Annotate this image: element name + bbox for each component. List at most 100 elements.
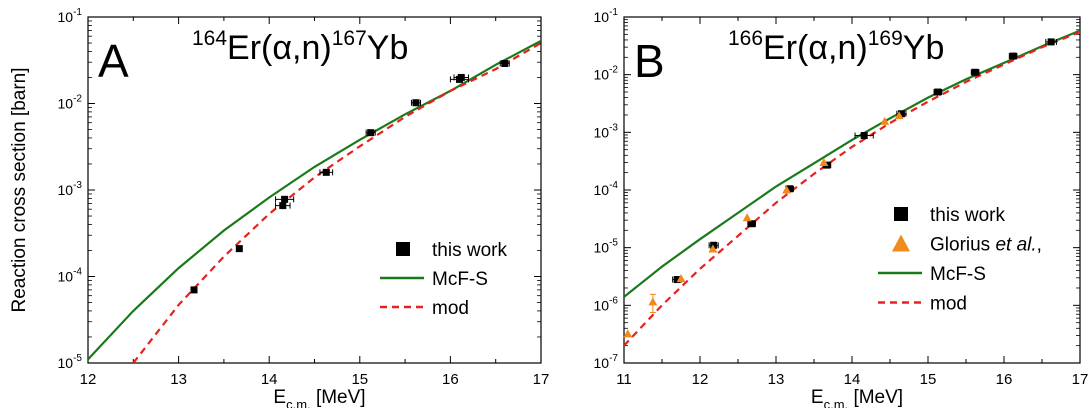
reaction-projectile: α: [808, 29, 828, 67]
y-tick-base: 10: [58, 96, 74, 112]
data-point-glorius-et-al: [782, 185, 792, 194]
data-point-this-work: [281, 195, 289, 203]
y-tick-exponent: -4: [609, 180, 618, 191]
y-tick-exponent: -3: [609, 122, 618, 133]
data-point-this-work: [897, 110, 905, 118]
y-tick-label: 10-7: [594, 353, 619, 371]
data-point-this-work: [673, 276, 681, 284]
legend-label: this work: [930, 205, 1005, 226]
data-point-this-work: [501, 60, 509, 68]
data-point-glorius-et-al: [623, 329, 633, 338]
x-axis-title-subscript: c.m.: [286, 397, 311, 408]
y-tick-label: 10-5: [58, 353, 83, 371]
data-point-this-work: [786, 185, 794, 193]
y-tick-label: 10-2: [58, 94, 83, 112]
y-tick-base: 10: [594, 124, 610, 140]
x-tick-label: 15: [351, 371, 368, 388]
x-axis-title-subscript: c.m.: [824, 397, 849, 408]
x-tick-label: 16: [442, 371, 459, 388]
x-axis-title-unit: [MeV]: [311, 387, 366, 408]
x-tick-label: 17: [533, 371, 550, 388]
x-axis-title: Ec.m. [MeV]: [811, 387, 903, 408]
panel-letter: B: [634, 35, 665, 87]
data-point-glorius-et-al: [894, 111, 904, 120]
data-point-this-work: [190, 286, 198, 294]
data-point-this-work: [457, 73, 465, 81]
reaction-title: 166Er(α,n)169Yb: [728, 27, 944, 67]
y-tick-exponent: -5: [609, 238, 618, 249]
y-tick-exponent: -3: [73, 180, 82, 191]
y-tick-base: 10: [58, 182, 74, 198]
legend-label: Glorius et al.,: [930, 235, 1042, 256]
data-point-this-work: [322, 168, 330, 176]
data-point-this-work: [279, 202, 287, 210]
y-tick-exponent: -5: [73, 353, 82, 364]
y-tick-base: 10: [594, 240, 610, 256]
y-tick-exponent: -2: [609, 65, 618, 76]
data-point-this-work: [235, 245, 243, 253]
data-point-this-work: [934, 88, 942, 96]
legend-label: McF-S: [432, 269, 488, 290]
plot-frame: [87, 16, 542, 364]
y-tick-exponent: -4: [73, 267, 82, 278]
y-tick-base: 10: [594, 67, 610, 83]
panel-letter: A: [98, 35, 129, 87]
y-tick-base: 10: [594, 9, 610, 25]
reaction-projectile: α: [272, 29, 292, 67]
reaction-product-mass: 167: [332, 27, 367, 50]
data-point-this-work: [367, 129, 375, 137]
data-point-this-work: [971, 68, 979, 76]
reaction-ejectile: ,n): [292, 29, 332, 67]
y-axis-title: Reaction cross section [barn]: [9, 67, 30, 312]
legend-label-author: Glorius: [930, 235, 995, 256]
reaction-product: Yb: [367, 29, 409, 67]
data-point-this-work: [860, 132, 868, 140]
data-point-this-work: [412, 99, 420, 107]
reaction-product: Yb: [903, 29, 945, 67]
x-tick-label: 13: [768, 371, 785, 388]
x-tick-label: 12: [80, 371, 97, 388]
y-tick-label: 10-2: [594, 65, 619, 83]
y-tick-label: 10-1: [594, 7, 619, 25]
data-point-glorius-et-al: [648, 297, 658, 306]
legend-label-trail: ,: [1037, 235, 1042, 256]
y-tick-base: 10: [58, 9, 74, 25]
legend: this work Glorius et al., McF-S mod: [878, 205, 1042, 315]
legend-marker-square: [894, 207, 908, 221]
y-tick-label: 10-4: [58, 267, 83, 285]
data-point-this-work: [1009, 52, 1017, 60]
reaction-target: Er(: [763, 29, 809, 67]
y-tick-exponent: -6: [609, 295, 618, 306]
y-tick-label: 10-1: [58, 7, 83, 25]
x-tick-label: 11: [616, 371, 632, 388]
x-axis-title-unit: [MeV]: [848, 387, 903, 408]
x-axis-title-main: E: [811, 387, 824, 408]
reaction-ejectile: ,n): [828, 29, 868, 67]
legend-label-italic: et al.: [995, 235, 1036, 256]
y-tick-exponent: -2: [73, 94, 82, 105]
reaction-product-mass: 169: [868, 27, 903, 50]
y-tick-label: 10-3: [594, 122, 619, 140]
data-point-glorius-et-al: [676, 274, 686, 283]
legend-marker-triangle: [892, 234, 910, 252]
data-point-glorius-et-al: [880, 116, 890, 125]
y-tick-label: 10-6: [594, 295, 619, 313]
x-tick-label: 14: [844, 371, 861, 388]
x-tick-label: 14: [261, 371, 278, 388]
legend-marker-square: [396, 242, 410, 256]
y-tick-label: 10-4: [594, 180, 619, 198]
x-tick-label: 17: [1072, 371, 1089, 388]
series-line-mod: [624, 30, 1080, 347]
y-tick-exponent: -1: [73, 7, 82, 18]
plot-frame: [623, 16, 1081, 364]
legend: this work McF-S mod: [380, 240, 507, 319]
x-axis-title: Ec.m. [MeV]: [273, 387, 365, 408]
series-line-mod: [132, 42, 541, 363]
y-tick-base: 10: [58, 269, 74, 285]
reaction-target-mass: 166: [728, 27, 763, 50]
x-axis-title-main: E: [273, 387, 286, 408]
data-point-this-work: [710, 241, 718, 249]
legend-label: mod: [930, 294, 967, 315]
